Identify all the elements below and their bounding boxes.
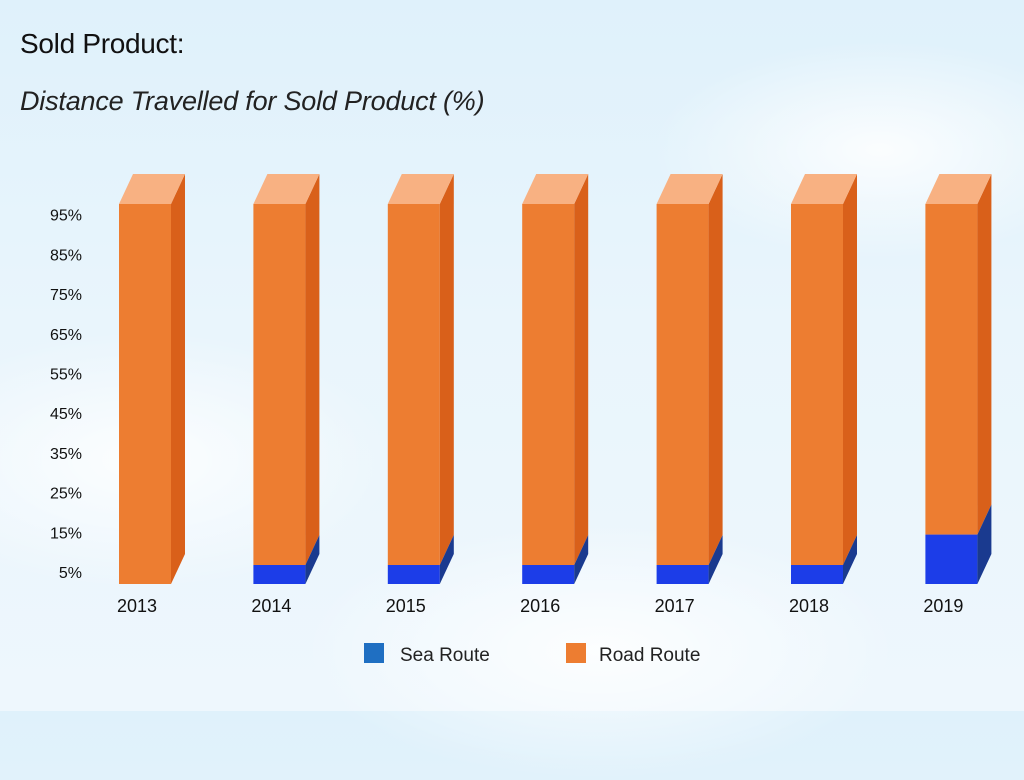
bar-2016 — [522, 174, 589, 584]
bar-road-route-2014 — [253, 204, 306, 565]
y-tick-label-85-: 85% — [50, 247, 82, 264]
bar-sea-route-side-2014 — [305, 535, 320, 584]
bar-sea-route-2014 — [253, 565, 306, 584]
bar-sea-route-side-2016 — [574, 535, 589, 584]
x-tick-label-2017: 2017 — [655, 596, 695, 616]
bar-road-route-2019 — [925, 204, 978, 535]
bar-2019 — [925, 174, 992, 584]
chart-title: Sold Product: — [20, 28, 185, 59]
bar-2015 — [387, 174, 454, 584]
y-tick-label-75-: 75% — [50, 287, 82, 304]
bar-top-2015 — [387, 174, 454, 204]
y-tick-label-15-: 15% — [50, 525, 82, 542]
y-tick-label-35-: 35% — [50, 446, 82, 463]
stacked-bar-chart: 5%15%25%35%45%55%65%75%85%95% 2013 2014 20… — [50, 174, 992, 666]
legend-swatch-road-route — [566, 643, 586, 663]
bar-road-route-side-2016 — [574, 174, 589, 565]
x-tick-label-2016: 2016 — [520, 596, 560, 616]
x-axis: 2013 2014 2015 2016 2017 2018 2019 — [117, 596, 963, 616]
x-tick-label-2013: 2013 — [117, 596, 157, 616]
bar-road-route-side-2013 — [171, 174, 185, 584]
bar-top-2013 — [119, 174, 185, 204]
legend-label-road-route: Road Route — [599, 645, 700, 666]
bar-road-route-2015 — [387, 204, 440, 565]
chart-subtitle: Distance Travelled for Sold Product (%) — [20, 86, 485, 116]
bar-road-route-side-2017 — [708, 174, 723, 565]
y-tick-label-25-: 25% — [50, 486, 82, 503]
y-tick-label-5-: 5% — [59, 565, 82, 582]
bar-2014 — [253, 174, 320, 584]
bar-sea-route-side-2017 — [708, 535, 723, 584]
y-tick-label-45-: 45% — [50, 406, 82, 423]
bar-sea-route-2018 — [791, 565, 843, 584]
legend-swatch-sea-route — [364, 643, 384, 663]
bar-road-route-side-2019 — [977, 174, 992, 535]
bar-road-route-side-2015 — [439, 174, 454, 565]
bar-road-route-side-2014 — [305, 174, 320, 565]
x-tick-label-2014: 2014 — [251, 596, 291, 616]
bar-2017 — [656, 174, 723, 584]
bar-sea-route-side-2015 — [439, 535, 454, 584]
y-tick-label-95-: 95% — [50, 208, 82, 225]
bar-sea-route-2019 — [925, 534, 978, 584]
y-axis: 5% 15% 25% 35% 45% 55% 65% 75% 85% 95% — [50, 208, 82, 582]
bar-sea-route-2016 — [522, 565, 575, 584]
x-tick-label-2015: 2015 — [386, 596, 426, 616]
bar-top-2018 — [791, 174, 857, 204]
y-tick-label-55-: 55% — [50, 367, 82, 384]
x-tick-label-2018: 2018 — [789, 596, 829, 616]
bar-road-route-2017 — [656, 204, 709, 565]
legend-label-sea-route: Sea Route — [400, 645, 490, 666]
bar-top-2016 — [522, 174, 589, 204]
bars — [119, 174, 992, 584]
bar-sea-route-2015 — [387, 565, 440, 584]
bar-sea-route-side-2019 — [977, 504, 992, 584]
bar-top-2017 — [656, 174, 723, 204]
bar-top-2014 — [253, 174, 320, 204]
legend: Sea Route Road Route — [364, 643, 700, 666]
bar-sea-route-side-2018 — [843, 535, 857, 584]
bar-top-2019 — [925, 174, 992, 204]
bar-2018 — [791, 174, 857, 584]
bar-sea-route-2017 — [656, 565, 709, 584]
bar-2013 — [119, 174, 185, 584]
bar-road-route-side-2018 — [843, 174, 857, 565]
bar-road-route-2018 — [791, 204, 843, 565]
y-tick-label-65-: 65% — [50, 327, 82, 344]
bar-road-route-2013 — [119, 204, 171, 584]
bar-road-route-2016 — [522, 204, 575, 565]
x-tick-label-2019: 2019 — [923, 596, 963, 616]
